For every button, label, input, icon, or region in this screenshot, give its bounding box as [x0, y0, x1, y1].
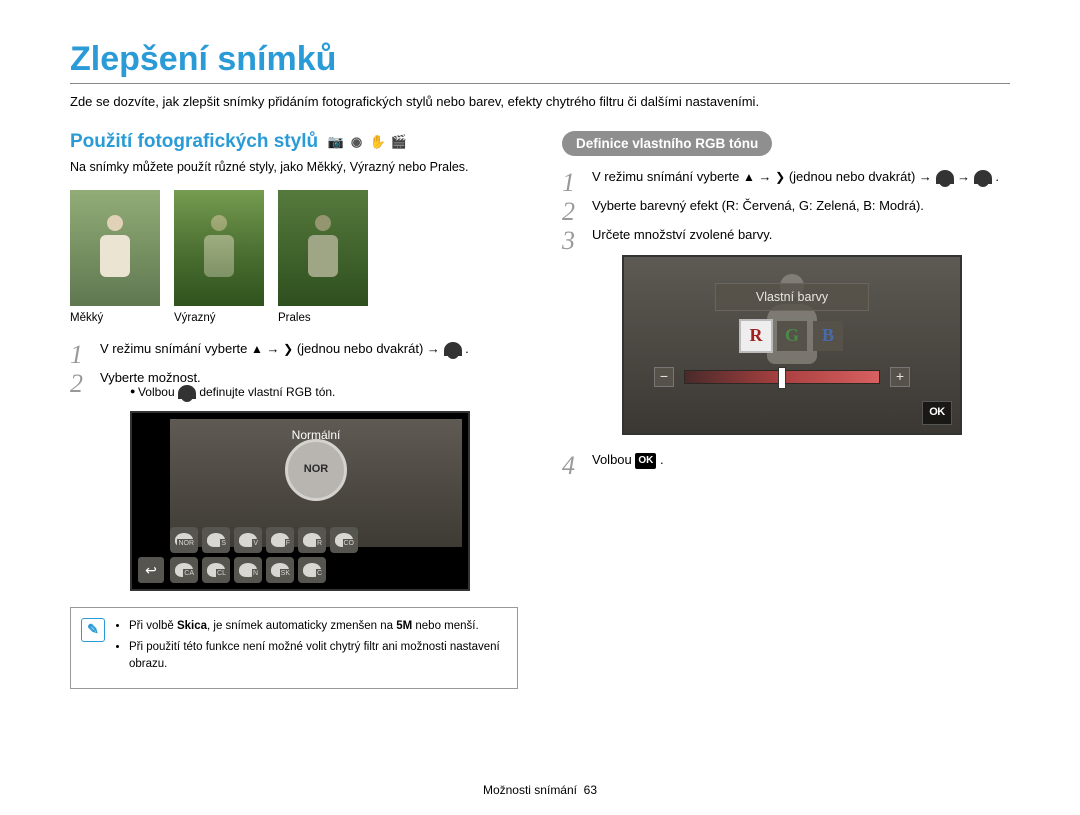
channel-b[interactable]: B [813, 321, 843, 351]
rgb-channels: R G B [741, 321, 843, 351]
left-step-2: Vyberte možnost. Volbou definujte vlastn… [70, 369, 518, 591]
right-icon: ❯ [775, 169, 785, 186]
camera-screen-styles: Normální NOR ↩ [130, 411, 470, 591]
ok-inline-icon: OK [635, 453, 656, 470]
program-icon: ◉ [349, 135, 364, 150]
right-step-4: Volbou OK . [562, 451, 1010, 470]
page-title: Zlepšení snímků [70, 40, 1010, 79]
right-step-1: V režimu snímání vyberte ▲ → ❯ (jednou n… [562, 168, 1010, 187]
style-s [202, 527, 230, 553]
style-c [298, 557, 326, 583]
page-footer: Možnosti snímání 63 [0, 783, 1080, 797]
slider-track[interactable] [684, 370, 880, 384]
right-step-2: Vyberte barevný efekt (R: Červená, G: Ze… [562, 197, 1010, 216]
note-1: Při volbě Skica, je snímek automaticky z… [129, 618, 505, 635]
video-icon: 🎬 [391, 135, 406, 150]
palette-icon [936, 170, 954, 184]
palette-custom-icon [974, 170, 992, 184]
thumb-vivid [174, 190, 264, 306]
slider-plus[interactable]: + [890, 367, 910, 387]
channel-r[interactable]: R [741, 321, 771, 351]
title-rule [70, 83, 1010, 84]
section-heading-styles: Použití fotografických stylů 📷 ◉ ✋ 🎬 [70, 131, 518, 153]
note-icon: ✎ [81, 618, 105, 642]
thumb-forest [278, 190, 368, 306]
style-thumbnails [70, 190, 518, 306]
thumb-captions: Měkký Výrazný Prales [70, 312, 518, 324]
ok-button[interactable]: OK [922, 401, 952, 425]
style-ca [170, 557, 198, 583]
style-nor [170, 527, 198, 553]
up-icon: ▲ [743, 169, 755, 186]
style-n [234, 557, 262, 583]
mode-icons: 📷 ◉ ✋ 🎬 [328, 135, 406, 150]
rgb-slider: − + [654, 367, 910, 387]
right-icon: ❯ [283, 341, 293, 358]
styles-desc: Na snímky můžete použít různé styly, jak… [70, 159, 518, 176]
dual-icon: ✋ [370, 135, 385, 150]
slider-thumb [778, 367, 786, 389]
left-step-2-bullet: Volbou definujte vlastní RGB tón. [100, 384, 518, 401]
up-icon: ▲ [251, 341, 263, 358]
rgb-screen-title: Vlastní barvy [715, 283, 869, 311]
style-co [330, 527, 358, 553]
palette-custom-icon [178, 385, 196, 399]
rgb-section-header: Definice vlastního RGB tónu [562, 131, 772, 156]
nor-badge: NOR [285, 439, 347, 501]
camera-screen-rgb: Vlastní barvy R G B − + [622, 255, 962, 435]
camera-icon: 📷 [328, 135, 343, 150]
style-cl [202, 557, 230, 583]
note-box: ✎ Při volbě Skica, je snímek automaticky… [70, 607, 518, 689]
palette-icon [444, 342, 462, 356]
right-step-3: Určete množství zvolené barvy. Vlastní b… [562, 226, 1010, 435]
back-button[interactable]: ↩ [138, 557, 164, 583]
slider-minus[interactable]: − [654, 367, 674, 387]
intro-text: Zde se dozvíte, jak zlepšit snímky přidá… [70, 94, 1010, 109]
style-sk [266, 557, 294, 583]
style-r [298, 527, 326, 553]
left-step-1: V režimu snímání vyberte ▲ → ❯ (jednou n… [70, 340, 518, 359]
note-2: Při použití této funkce není možné volit… [129, 639, 505, 674]
channel-g[interactable]: G [777, 321, 807, 351]
style-f [266, 527, 294, 553]
style-v [234, 527, 262, 553]
thumb-soft [70, 190, 160, 306]
